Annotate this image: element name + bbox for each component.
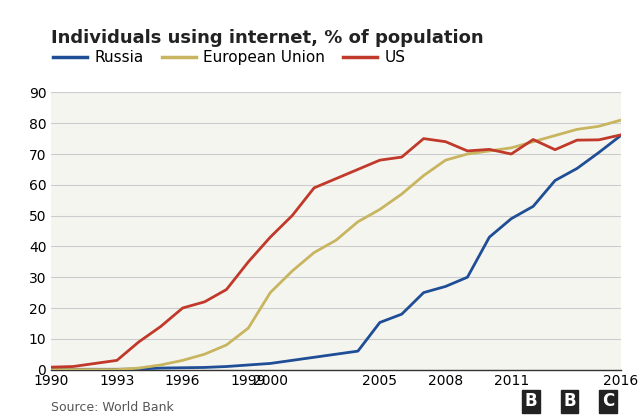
Text: Individuals using internet, % of population: Individuals using internet, % of populat…: [51, 29, 484, 47]
Text: Source: World Bank: Source: World Bank: [51, 401, 174, 414]
Legend: Russia, European Union, US: Russia, European Union, US: [53, 50, 406, 65]
Text: B: B: [563, 392, 576, 410]
Text: B: B: [525, 392, 538, 410]
Text: C: C: [602, 392, 614, 410]
